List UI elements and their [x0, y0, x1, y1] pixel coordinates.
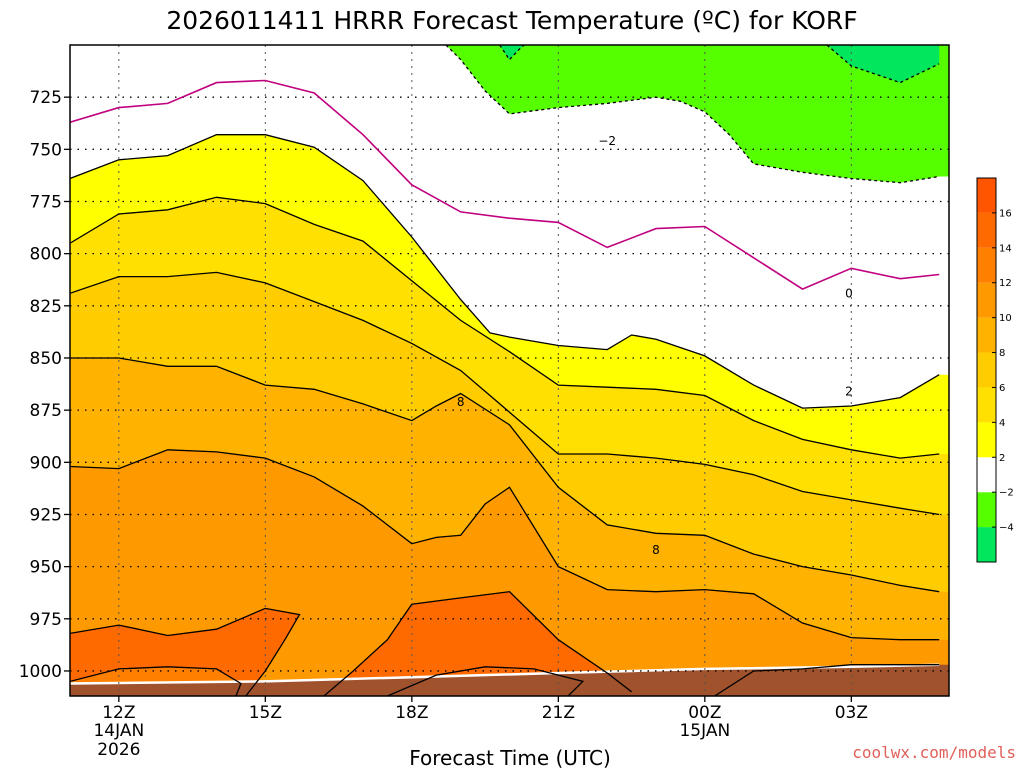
y-tick-label-725: 725: [30, 88, 62, 108]
x-tick-label-21Z: 21Z: [542, 703, 575, 723]
colorbar-bin-8: [977, 247, 996, 283]
isotherm--2-1: [499, 45, 525, 61]
colorbar-label-1: −4: [999, 523, 1014, 534]
dark-green-pocket-small: [499, 45, 525, 60]
isotherm--2-0: [445, 45, 940, 184]
colorbar-label-6: 8: [999, 348, 1005, 359]
region-above-10: [70, 449, 949, 696]
isotherm-12-10: [323, 591, 632, 696]
credit-text: coolwx.com/models: [852, 743, 1016, 762]
colorbar-label-2: −2: [999, 488, 1014, 499]
y-tick-label-1000: 1000: [19, 662, 62, 682]
colorbar: −4 −2 2 4 6 8 10 12 14 16: [976, 177, 1014, 563]
ground-edge: [70, 663, 940, 685]
colorbar-label-4: 4: [999, 418, 1005, 429]
isotherm-8-7: [70, 357, 940, 593]
isotherm-6-6: [70, 271, 940, 516]
x-tick-label-18Z: 18Z: [395, 703, 428, 723]
x-tick-year-12Z: 2026: [97, 740, 140, 760]
colorbar-bin-7: [977, 282, 996, 318]
isotherm-0-3: [70, 79, 940, 291]
contour-label-1: 0: [845, 286, 853, 300]
region-above-12-1: [323, 591, 632, 696]
temperature-fill-layer: [70, 45, 949, 696]
colorbar-bin-0: [977, 527, 996, 562]
colorbar-label-9: 14: [999, 243, 1012, 254]
colorbar-bin-2: [977, 457, 996, 493]
colorbar-bin-3: [977, 422, 996, 458]
y-tick-label-775: 775: [30, 192, 62, 212]
contour-labels: −2 0 2 8 8: [457, 134, 853, 557]
isotherm-2-4: [70, 134, 940, 409]
y-axis: 725 750 775 800 825 850 875 900 925 950 975 1000: [19, 88, 70, 682]
x-tick-label-03Z: 03Z: [835, 703, 868, 723]
y-tick-label-800: 800: [30, 245, 62, 265]
isotherm-14-13: [387, 666, 585, 696]
x-tick-date-00Z: 15JAN: [679, 721, 730, 741]
colorbar-label-5: 6: [999, 383, 1005, 394]
plot-frame: [69, 44, 950, 697]
x-axis-label: Forecast Time (UTC): [409, 746, 611, 768]
y-tick-label-750: 750: [30, 140, 62, 160]
x-tick-label-15Z: 15Z: [249, 703, 282, 723]
isotherm-4-5: [70, 196, 940, 459]
contour-label-0: −2: [598, 134, 616, 148]
colorbar-bin-4: [977, 387, 996, 423]
isotherm-12-9: [70, 607, 301, 696]
colorbar-label-8: 12: [999, 278, 1012, 289]
y-tick-label-875: 875: [30, 401, 62, 421]
contour-label-2: 2: [845, 384, 853, 398]
isotherm-12-11: [714, 664, 940, 696]
x-tick-label-12Z: 12Z: [102, 703, 135, 723]
colorbar-label-10: 16: [999, 208, 1012, 219]
x-tick-date-12Z: 14JAN: [93, 721, 144, 741]
y-tick-label-850: 850: [30, 349, 62, 369]
isotherm-layer: [70, 45, 940, 696]
colorbar-bin-6: [977, 317, 996, 353]
colorbar-bin-1: [977, 492, 996, 528]
y-tick-label-975: 975: [30, 610, 62, 630]
ground-surface: [70, 664, 949, 696]
colorbar-bin-10: [977, 178, 996, 213]
contour-label-3: 8: [457, 395, 465, 409]
chart-title: 2026011411 HRRR Forecast Temperature (ºC…: [166, 6, 857, 35]
colorbar-bin-9: [977, 212, 996, 248]
isotherm-10-8: [70, 449, 940, 641]
x-tick-label-00Z: 00Z: [688, 703, 721, 723]
contour-label-4: 8: [652, 543, 660, 557]
colorbar-label-3: 2: [999, 453, 1005, 464]
y-tick-label-950: 950: [30, 558, 62, 578]
isotherm-14-12: [70, 666, 242, 696]
y-tick-label-825: 825: [30, 297, 62, 317]
colorbar-bin-5: [977, 352, 996, 388]
dark-green-pocket: [826, 45, 940, 83]
colorbar-label-7: 10: [999, 313, 1012, 324]
y-tick-label-900: 900: [30, 453, 62, 473]
colorbar-frame: [976, 177, 997, 563]
y-tick-label-925: 925: [30, 505, 62, 525]
